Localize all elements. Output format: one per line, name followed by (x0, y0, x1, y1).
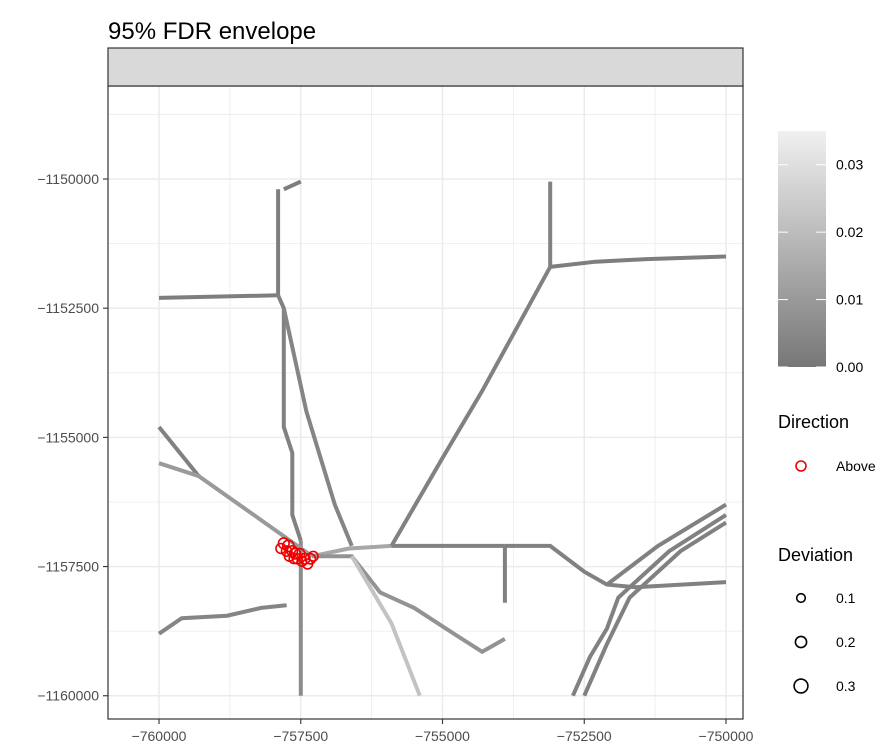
network-segment (158, 293, 279, 300)
data-point (304, 552, 317, 565)
deviation-legend-label: 0.3 (836, 678, 856, 694)
deviation-legend-key (794, 635, 808, 649)
colorbar-tick-label: 0.00 (836, 359, 863, 375)
deviation-legend: Deviation 0.1 0.2 0.3 (778, 545, 856, 694)
direction-legend-label: Above (836, 458, 876, 474)
deviation-legend-key (793, 678, 809, 694)
direction-legend-key (795, 460, 807, 472)
facet-strip (107, 47, 744, 87)
direction-legend-title: Direction (778, 412, 849, 432)
network-segment (157, 425, 201, 478)
deviation-legend-label: 0.1 (836, 590, 856, 606)
network-segment (276, 294, 303, 542)
x-axis: −760000 −757500 −755000 −752500 −750000 (132, 719, 754, 744)
colorbar-tick-label: 0.01 (836, 292, 863, 308)
grid-lines (108, 86, 743, 719)
colorbar-tick-label: 0.03 (836, 157, 863, 173)
x-tick-label: −750000 (699, 728, 754, 744)
network-segment (157, 603, 287, 636)
panel-background (108, 86, 743, 719)
legend: 0.00 0.01 0.02 0.03 Direction Above Deviati… (778, 131, 876, 694)
network-segment (389, 181, 553, 547)
colorbar-ticks: 0.00 0.01 0.02 0.03 (778, 157, 863, 375)
x-tick-label: −757500 (273, 728, 328, 744)
x-tick-label: −752500 (557, 728, 612, 744)
data-point (307, 550, 319, 562)
colorbar-tick-label: 0.02 (836, 224, 863, 240)
network-segment (504, 543, 727, 590)
plot-panel (107, 85, 744, 720)
deviation-legend-title: Deviation (778, 545, 853, 565)
x-tick-label: −755000 (415, 728, 470, 744)
y-tick-label: −1160000 (37, 688, 99, 704)
direction-legend-entries: Above (795, 458, 876, 474)
network-segment (281, 307, 354, 547)
deviation-legend-label: 0.2 (836, 634, 856, 650)
y-tick-label: −1155000 (37, 429, 99, 445)
point-layer (275, 537, 319, 570)
deviation-legend-entries: 0.1 0.2 0.3 (793, 590, 856, 694)
network-segment (350, 555, 422, 697)
y-tick-label: −1150000 (37, 171, 99, 187)
network-segment (582, 520, 728, 697)
y-tick-label: −1157500 (37, 559, 99, 575)
deviation-legend-key (795, 592, 807, 604)
y-axis: −1150000 −1152500 −1155000 −1157500 −1160000 (37, 171, 108, 704)
colorbar-legend: 0.00 0.01 0.02 0.03 (778, 131, 863, 375)
network-segment (282, 179, 302, 192)
network-segment (605, 502, 728, 587)
network-segment (311, 543, 392, 559)
stream-network (157, 179, 728, 697)
network-segment (549, 254, 727, 269)
y-tick-label: −1152500 (37, 300, 99, 316)
data-point (288, 547, 302, 560)
facet-strip-background (107, 47, 744, 87)
colorbar-gradient (778, 131, 826, 367)
direction-legend: Direction Above (778, 412, 876, 474)
chart-title: 95% FDR envelope (108, 18, 316, 45)
network-segment (571, 513, 728, 697)
x-tick-label: −760000 (132, 728, 187, 744)
